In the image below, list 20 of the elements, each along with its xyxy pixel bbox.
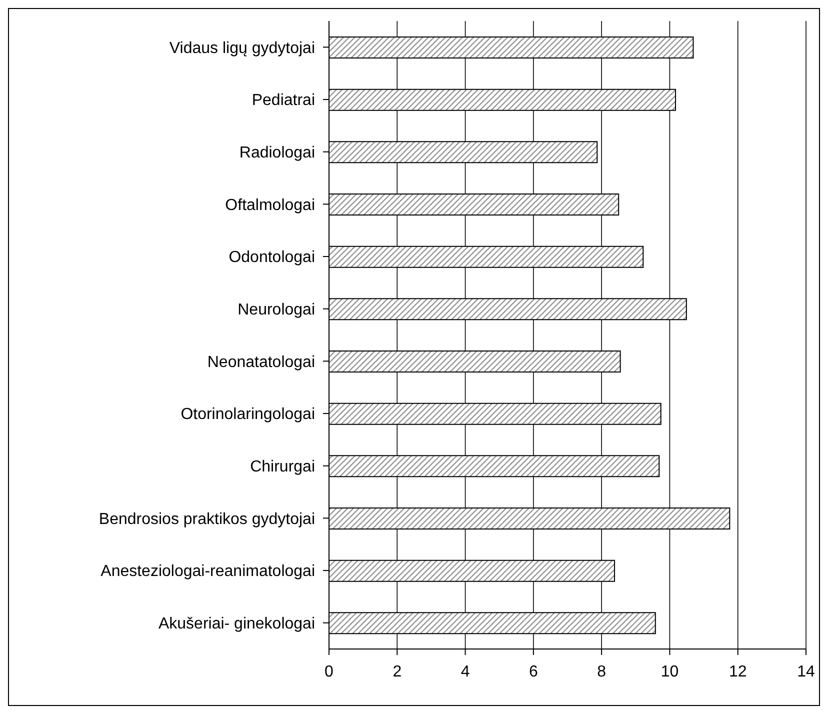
y-tick-label: Anesteziologai-reanimatologai bbox=[100, 563, 315, 580]
y-tick-label: Neurologai bbox=[238, 302, 315, 319]
y-tick-label: Vidaus ligų gydytojai bbox=[169, 40, 315, 57]
x-tick-label: 14 bbox=[797, 663, 815, 680]
y-tick-label: Neonatatologai bbox=[207, 354, 315, 371]
x-tick-label: 8 bbox=[597, 663, 606, 680]
y-tick-label: Radiologai bbox=[239, 144, 315, 162]
y-tick-label: Pediatrai bbox=[252, 92, 315, 110]
x-tick-label: 12 bbox=[728, 663, 747, 680]
y-tick-label: Odontologai bbox=[228, 249, 315, 266]
y-tick-label: Chirurgai bbox=[250, 458, 315, 476]
x-tick-label: 4 bbox=[460, 663, 470, 680]
x-tick-label: 0 bbox=[324, 663, 334, 680]
x-tick-label: 6 bbox=[528, 663, 538, 680]
y-tick-label: Akušeriai- ginekologai bbox=[158, 616, 315, 633]
x-tick-label: 2 bbox=[392, 663, 402, 680]
y-tick-label: Bendrosios praktikos gydytojai bbox=[98, 510, 315, 528]
y-tick-label: Otorinolaringologai bbox=[180, 406, 315, 424]
x-tick-label: 10 bbox=[660, 663, 679, 680]
y-tick-label: Oftalmologai bbox=[225, 196, 315, 214]
